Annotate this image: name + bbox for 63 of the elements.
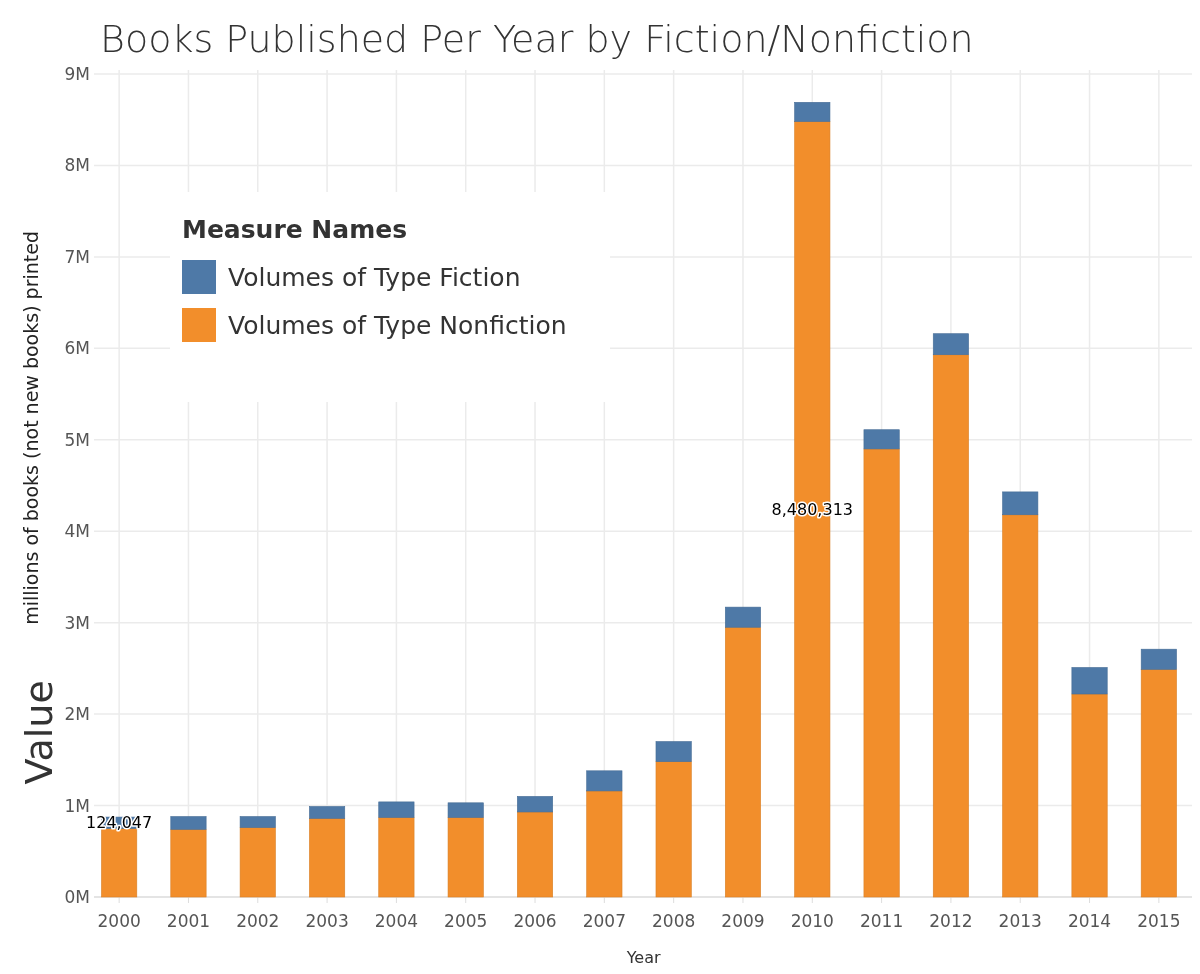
bar <box>725 606 761 628</box>
x-tick-label: 2007 <box>582 911 626 931</box>
legend-label: Volumes of Type Fiction <box>228 262 521 292</box>
y-tick-label: 3M <box>64 612 90 633</box>
x-axis-title: Year <box>625 948 662 967</box>
bar <box>170 829 207 898</box>
x-tick-label: 2009 <box>721 911 765 931</box>
y-tick-label: 9M <box>64 63 90 84</box>
y-tick-label: 1M <box>64 795 90 816</box>
bar <box>309 818 346 898</box>
x-tick-label: 2006 <box>513 911 557 931</box>
x-tick-label: 2011 <box>859 911 904 931</box>
legend-title: Measure Names <box>182 215 408 244</box>
y-tick-label: 4M <box>64 521 90 542</box>
x-tick-label: 2014 <box>1067 911 1112 931</box>
y-tick-label: 0M <box>64 886 90 907</box>
bar <box>170 816 207 830</box>
bar <box>517 811 553 898</box>
x-tick-label: 2003 <box>305 911 349 931</box>
x-tick-label: 2010 <box>790 911 834 931</box>
bar <box>655 761 692 898</box>
bar <box>863 429 900 450</box>
text: millions of books (not new books) printed <box>20 231 42 625</box>
bar <box>239 816 276 828</box>
bar <box>1140 669 1177 898</box>
y-tick-label: 5M <box>64 429 90 450</box>
bar <box>655 741 692 762</box>
bar <box>1071 693 1108 898</box>
y-tick-label: 8M <box>64 155 90 176</box>
x-tick-label: 2015 <box>1137 911 1181 931</box>
x-tick-label: 2005 <box>444 911 488 931</box>
y-tick-label: 6M <box>64 338 90 359</box>
y-tick-label: 2M <box>64 704 90 725</box>
bar <box>586 790 623 898</box>
bar <box>1071 667 1108 695</box>
bar <box>794 102 831 122</box>
x-tick-label: 2000 <box>97 911 141 931</box>
bar <box>725 626 761 898</box>
bar <box>309 806 346 819</box>
legend-label: Volumes of Type Nonfiction <box>228 310 567 340</box>
bar <box>863 448 900 898</box>
bar <box>1002 491 1039 516</box>
bar <box>378 801 415 818</box>
bar <box>517 796 553 813</box>
x-tick-label: 2013 <box>998 911 1042 931</box>
x-tick-label: 2002 <box>236 911 280 931</box>
y-tick-label: 7M <box>64 246 90 267</box>
bar <box>586 770 623 792</box>
bar <box>1002 514 1039 898</box>
bar <box>101 828 138 898</box>
bar <box>932 354 969 898</box>
bar <box>932 333 969 356</box>
x-tick-label: 2004 <box>374 911 419 931</box>
bar <box>1140 648 1177 670</box>
x-tick-label: 2008 <box>652 911 696 931</box>
x-tick-label: 2001 <box>166 911 211 931</box>
bar <box>447 802 484 818</box>
bar <box>239 827 276 898</box>
bar <box>378 817 415 898</box>
bar <box>447 817 484 898</box>
chart-title: Books Published Per Year by Fiction/Nonfiction <box>100 17 974 61</box>
y-axis-title: Value <box>17 680 61 785</box>
x-tick-label: 2012 <box>929 911 973 931</box>
